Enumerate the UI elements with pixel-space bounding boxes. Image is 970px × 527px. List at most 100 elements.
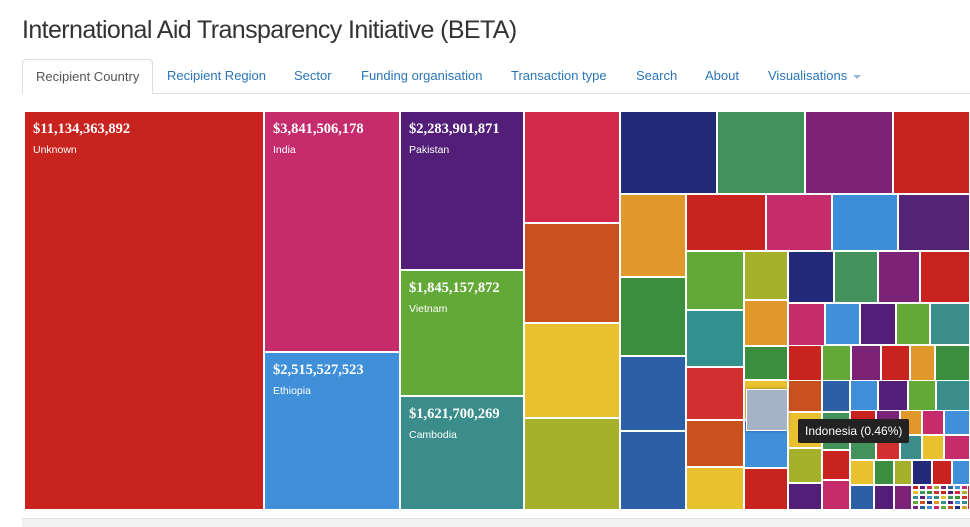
treemap-cell[interactable] xyxy=(944,410,970,435)
treemap-cell[interactable] xyxy=(919,505,926,510)
treemap-cell[interactable] xyxy=(912,495,919,500)
treemap-cell[interactable] xyxy=(825,303,860,345)
treemap-cell-cambodia[interactable]: $1,621,700,269 Cambodia xyxy=(400,396,524,510)
tab-search[interactable]: Search xyxy=(623,59,690,93)
treemap-cell[interactable] xyxy=(686,310,744,367)
treemap-cell[interactable] xyxy=(524,223,620,323)
treemap-cell[interactable] xyxy=(620,194,686,277)
treemap-cell[interactable] xyxy=(932,460,952,485)
treemap-cell[interactable] xyxy=(935,345,970,381)
treemap-cell[interactable] xyxy=(822,345,851,381)
treemap-cell[interactable] xyxy=(952,460,970,485)
treemap-cell[interactable] xyxy=(933,485,940,490)
treemap-cell[interactable] xyxy=(744,468,788,510)
treemap-cell[interactable] xyxy=(766,194,832,251)
treemap-cell[interactable] xyxy=(926,495,933,500)
treemap-cell[interactable] xyxy=(822,380,850,412)
treemap-cell[interactable] xyxy=(940,485,947,490)
treemap-cell[interactable] xyxy=(788,303,825,346)
treemap-cell[interactable] xyxy=(933,505,940,510)
treemap-cell[interactable] xyxy=(933,490,940,495)
tab-visualisations-dropdown[interactable]: Visualisations xyxy=(755,59,874,93)
treemap-cell[interactable] xyxy=(686,467,744,510)
treemap-cell[interactable] xyxy=(788,251,834,303)
treemap-cell[interactable] xyxy=(961,500,968,505)
treemap-cell[interactable] xyxy=(822,450,850,480)
treemap-cell[interactable] xyxy=(893,111,970,194)
treemap-cell-ethiopia[interactable]: $2,515,527,523 Ethiopia xyxy=(264,352,400,510)
treemap-cell[interactable] xyxy=(805,111,893,194)
treemap-cell[interactable] xyxy=(954,495,961,500)
treemap-cell[interactable] xyxy=(926,505,933,510)
treemap-cell[interactable] xyxy=(898,194,970,251)
treemap-cell[interactable] xyxy=(620,431,686,510)
treemap-cell[interactable] xyxy=(926,490,933,495)
treemap-cell[interactable] xyxy=(940,500,947,505)
treemap-cell[interactable] xyxy=(919,495,926,500)
treemap-cell[interactable] xyxy=(834,251,878,303)
treemap-cell[interactable] xyxy=(524,418,620,510)
treemap-cell[interactable] xyxy=(717,111,805,194)
treemap-cell[interactable] xyxy=(744,251,788,300)
tab-about[interactable]: About xyxy=(692,59,752,93)
treemap-cell[interactable] xyxy=(947,505,954,510)
treemap-cell[interactable] xyxy=(933,495,940,500)
treemap-cell[interactable] xyxy=(919,500,926,505)
treemap-cell[interactable] xyxy=(920,251,970,303)
treemap-cell[interactable] xyxy=(788,380,822,412)
treemap-cell[interactable] xyxy=(926,485,933,490)
treemap-cell[interactable] xyxy=(912,505,919,510)
treemap-cell[interactable] xyxy=(881,345,910,381)
treemap-cell[interactable] xyxy=(940,490,947,495)
treemap-cell[interactable] xyxy=(896,303,930,345)
tab-sector[interactable]: Sector xyxy=(281,59,345,93)
tab-recipient-country[interactable]: Recipient Country xyxy=(22,59,154,94)
treemap-cell[interactable] xyxy=(686,420,744,467)
treemap-cell-vietnam[interactable]: $1,845,157,872 Vietnam xyxy=(400,270,524,396)
treemap-cell[interactable] xyxy=(910,345,935,381)
treemap-cell[interactable] xyxy=(961,495,968,500)
treemap-cell[interactable] xyxy=(912,485,919,490)
treemap-cell[interactable] xyxy=(788,483,822,510)
treemap-cell[interactable] xyxy=(954,500,961,505)
tab-recipient-region[interactable]: Recipient Region xyxy=(154,59,279,93)
treemap-cell[interactable] xyxy=(874,460,894,485)
treemap-cell[interactable] xyxy=(788,448,822,483)
treemap-cell[interactable] xyxy=(947,485,954,490)
treemap-cell[interactable] xyxy=(919,490,926,495)
treemap-cell[interactable] xyxy=(947,495,954,500)
treemap-cell[interactable] xyxy=(908,380,936,412)
treemap-cell[interactable] xyxy=(912,460,932,485)
treemap-cell[interactable] xyxy=(922,410,944,435)
treemap-cell[interactable] xyxy=(524,323,620,418)
treemap-cell[interactable] xyxy=(878,380,908,412)
treemap-cell[interactable] xyxy=(919,485,926,490)
treemap-cell[interactable] xyxy=(686,367,744,420)
treemap-cell[interactable] xyxy=(524,111,620,223)
treemap-cell[interactable] xyxy=(930,303,970,345)
treemap-cell[interactable] xyxy=(620,277,686,356)
treemap-cell[interactable] xyxy=(788,345,822,381)
treemap-cell[interactable] xyxy=(860,303,896,345)
treemap-cell[interactable] xyxy=(922,435,944,460)
treemap-cell[interactable] xyxy=(912,500,919,505)
treemap-cell[interactable] xyxy=(954,490,961,495)
treemap-cell[interactable] xyxy=(954,485,961,490)
tab-funding-organisation[interactable]: Funding organisation xyxy=(348,59,495,93)
treemap-cell[interactable] xyxy=(912,490,919,495)
treemap-cell[interactable] xyxy=(851,345,881,381)
treemap-cell[interactable] xyxy=(832,194,898,251)
treemap-cell[interactable] xyxy=(744,300,788,346)
treemap-cell[interactable] xyxy=(850,485,874,510)
treemap-cell[interactable] xyxy=(894,485,912,510)
treemap-cell[interactable] xyxy=(961,505,968,510)
treemap-cell[interactable] xyxy=(961,490,968,495)
treemap-cell[interactable] xyxy=(620,111,717,194)
treemap-cell[interactable] xyxy=(744,346,788,380)
treemap-cell[interactable] xyxy=(947,490,954,495)
treemap-cell[interactable] xyxy=(933,500,940,505)
tab-transaction-type[interactable]: Transaction type xyxy=(498,59,620,93)
treemap-cell[interactable] xyxy=(940,505,947,510)
treemap-cell[interactable] xyxy=(874,485,894,510)
treemap-cell-unknown[interactable]: $11,134,363,892 Unknown xyxy=(24,111,264,510)
